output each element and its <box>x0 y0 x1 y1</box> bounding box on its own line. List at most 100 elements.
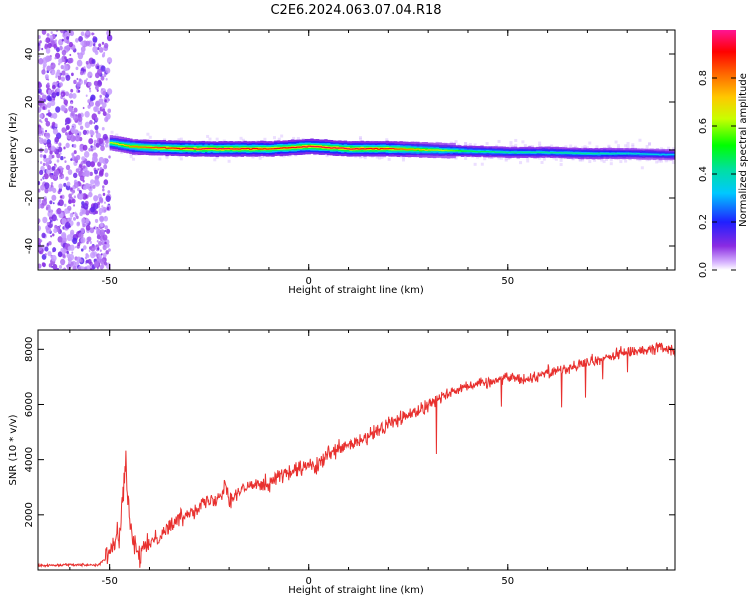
ridge-cell <box>148 147 153 149</box>
ridge-halo <box>215 155 219 159</box>
ridge-halo <box>495 144 499 148</box>
noise-point <box>93 261 99 268</box>
ridge-cell <box>410 148 415 150</box>
noise-point <box>108 62 111 65</box>
noise-point <box>38 225 42 232</box>
noise-point <box>108 155 111 159</box>
noise-point <box>62 267 66 270</box>
noise-point <box>83 79 88 84</box>
ridge-halo <box>614 140 618 144</box>
ridge-halo <box>659 147 663 151</box>
noise-point <box>70 101 73 105</box>
ridge-cell <box>519 151 523 153</box>
noise-point <box>79 125 84 130</box>
ridge-halo <box>631 143 635 147</box>
noise-point <box>38 107 42 113</box>
noise-point <box>86 78 88 81</box>
noise-point <box>38 58 44 65</box>
noise-point <box>105 117 109 122</box>
noise-point <box>64 160 67 163</box>
ridge-cell <box>363 148 367 150</box>
noise-point <box>44 198 47 202</box>
noise-point <box>64 208 69 214</box>
noise-point <box>51 92 57 99</box>
ridge-cell <box>196 148 200 150</box>
ridge-cell <box>221 147 225 151</box>
noise-point <box>88 186 93 192</box>
noise-point <box>73 195 77 199</box>
ridge-cell <box>605 153 610 155</box>
noise-point <box>98 241 102 246</box>
noise-point <box>60 104 66 112</box>
noise-point <box>57 251 63 258</box>
ridge-cell <box>301 146 306 148</box>
ridge-cell <box>502 151 506 153</box>
ridge-cell <box>549 151 554 154</box>
noise-point <box>56 207 62 215</box>
ridge-halo <box>588 141 592 145</box>
noise-point <box>56 267 60 270</box>
noise-point <box>64 62 66 65</box>
ridge-halo <box>607 144 611 148</box>
ridge-halo <box>519 161 523 165</box>
ridge-halo <box>208 137 212 141</box>
ridge-halo <box>222 139 226 143</box>
noise-point <box>54 224 58 229</box>
ridge-halo <box>401 158 405 162</box>
noise-point <box>75 38 79 43</box>
noise-point <box>99 223 103 227</box>
ridge-halo <box>624 159 628 163</box>
ridge-cell <box>547 152 551 154</box>
noise-point <box>59 224 62 227</box>
snr-frame <box>37 329 676 571</box>
noise-point <box>62 167 64 170</box>
ridge-halo <box>261 154 265 158</box>
noise-point <box>108 248 111 252</box>
ridge-cell <box>630 153 635 155</box>
ridge-halo <box>638 158 642 162</box>
ridge-halo <box>626 141 630 145</box>
noise-point <box>84 110 90 118</box>
ridge-cell <box>566 152 571 154</box>
ridge-halo <box>605 158 609 162</box>
noise-point <box>78 266 82 270</box>
noise-point <box>87 236 92 242</box>
noise-point <box>44 117 48 122</box>
noise-point <box>99 229 106 236</box>
noise-point <box>51 214 57 222</box>
noise-point <box>67 169 73 175</box>
noise-point <box>51 165 56 171</box>
ridge-cell <box>664 154 668 156</box>
noise-point <box>89 186 92 189</box>
ridge-cell <box>516 151 520 153</box>
noise-point <box>51 172 54 176</box>
noise-point <box>44 74 49 80</box>
noise-point <box>94 169 99 175</box>
ridge-cell <box>299 146 303 148</box>
noise-point <box>93 156 98 163</box>
ridge-cell <box>193 146 197 150</box>
ridge-cell <box>137 146 141 148</box>
noise-point <box>85 40 91 47</box>
ridge-cell <box>658 154 663 156</box>
ridge-cell <box>477 151 481 153</box>
noise-point <box>59 152 62 155</box>
noise-point <box>40 178 43 181</box>
noise-point <box>63 182 67 187</box>
noise-point <box>96 80 103 87</box>
ridge-cell <box>388 147 392 150</box>
noise-point <box>62 253 66 258</box>
noise-point <box>102 244 107 251</box>
ridge-halo <box>464 142 468 146</box>
ridge-halo <box>583 145 587 149</box>
noise-point <box>42 162 46 167</box>
noise-point <box>104 225 108 230</box>
noise-point <box>65 164 71 171</box>
noise-point <box>81 209 87 215</box>
noise-point <box>45 55 51 63</box>
ridge-halo <box>507 157 511 161</box>
noise-point <box>105 243 110 248</box>
noise-point <box>90 245 96 252</box>
noise-point <box>38 263 42 269</box>
ridge-cell <box>246 147 250 150</box>
